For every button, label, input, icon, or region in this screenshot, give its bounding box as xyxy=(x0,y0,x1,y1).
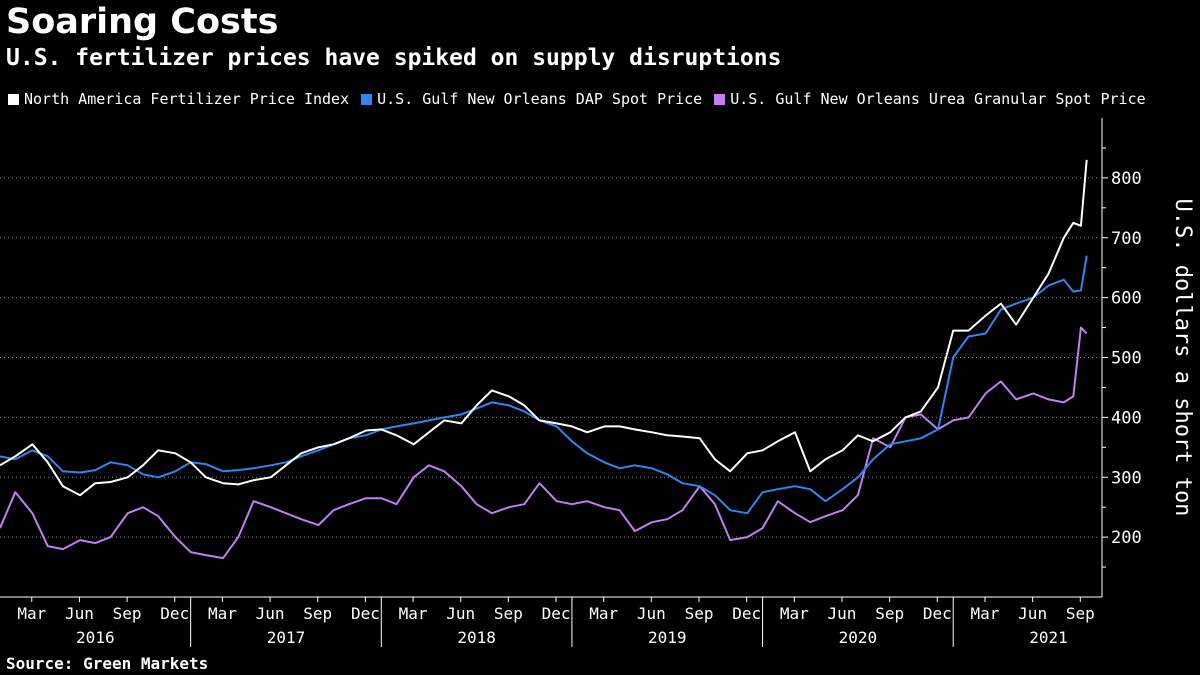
x-tick-label-mar: Mar xyxy=(208,604,237,623)
y-tick-label-400: 400 xyxy=(1111,408,1142,428)
x-tick-label-sep: Sep xyxy=(113,604,142,623)
x-tick-label-mar: Mar xyxy=(589,604,618,623)
legend-item-dap: U.S. Gulf New Orleans DAP Spot Price xyxy=(361,90,702,108)
legend-swatch-urea xyxy=(714,93,726,105)
y-tick-label-800: 800 xyxy=(1111,169,1142,189)
y-tick-label-200: 200 xyxy=(1111,528,1142,548)
axes: 200 300 400 500 600 700 800 Mar Jun Sep Dec Mar Jun S… xyxy=(0,118,1142,647)
x-tick-label-sep: Sep xyxy=(685,604,714,623)
x-tick-label-sep: Sep xyxy=(875,604,904,623)
chart-subtitle: U.S. fertilizer prices have spiked on su… xyxy=(6,45,782,71)
y-tick-label-300: 300 xyxy=(1111,468,1142,488)
series-line-dap xyxy=(0,255,1088,515)
series-line-index xyxy=(0,159,1088,497)
x-tick-label-dec: Dec xyxy=(923,604,952,623)
legend-label-urea: U.S. Gulf New Orleans Urea Granular Spot… xyxy=(730,90,1146,108)
legend-item-urea: U.S. Gulf New Orleans Urea Granular Spot… xyxy=(714,90,1146,108)
source-note: Source: Green Markets xyxy=(6,654,209,673)
year-label-2021: 2021 xyxy=(1029,628,1068,647)
x-tick-label-dec: Dec xyxy=(351,604,380,623)
legend-label-dap: U.S. Gulf New Orleans DAP Spot Price xyxy=(377,90,703,108)
x-tick-label-jun: Jun xyxy=(828,604,857,623)
x-tick-label-sep: Sep xyxy=(494,604,523,623)
x-tick-label-mar: Mar xyxy=(780,604,809,623)
legend: North America Fertilizer Price Index U.S… xyxy=(8,90,1146,108)
grid-lines xyxy=(0,177,1100,538)
legend-swatch-index xyxy=(8,93,19,105)
legend-label-index: North America Fertilizer Price Index xyxy=(24,90,350,108)
x-tick-label-mar: Mar xyxy=(17,604,46,623)
legend-item-index: North America Fertilizer Price Index xyxy=(8,90,349,108)
x-tick-label-jun: Jun xyxy=(446,604,475,623)
y-tick-label-700: 700 xyxy=(1111,229,1142,249)
year-label-2020: 2020 xyxy=(839,628,878,647)
series-line-urea xyxy=(0,326,1088,560)
x-tick-label-jun: Jun xyxy=(637,604,666,623)
x-tick-label-jun: Jun xyxy=(256,604,285,623)
year-label-2016: 2016 xyxy=(76,628,115,647)
series-lines xyxy=(0,159,1088,560)
year-label-2017: 2017 xyxy=(267,628,306,647)
x-tick-label-sep: Sep xyxy=(1066,604,1095,623)
x-tick-label-dec: Dec xyxy=(542,604,571,623)
y-axis-label: U.S. dollars a short ton xyxy=(1170,199,1195,517)
x-tick-label-dec: Dec xyxy=(160,604,189,623)
year-label-2018: 2018 xyxy=(457,628,496,647)
year-label-2019: 2019 xyxy=(648,628,687,647)
x-tick-label-sep: Sep xyxy=(303,604,332,623)
x-tick-label-jun: Jun xyxy=(65,604,94,623)
x-tick-label-mar: Mar xyxy=(399,604,428,623)
x-tick-label-dec: Dec xyxy=(732,604,761,623)
y-tick-label-600: 600 xyxy=(1111,289,1142,309)
legend-swatch-dap xyxy=(361,93,373,105)
y-tick-label-500: 500 xyxy=(1111,349,1142,369)
x-tick-label-mar: Mar xyxy=(971,604,1000,623)
chart-title: Soaring Costs xyxy=(6,2,279,42)
x-tick-label-jun: Jun xyxy=(1018,604,1047,623)
